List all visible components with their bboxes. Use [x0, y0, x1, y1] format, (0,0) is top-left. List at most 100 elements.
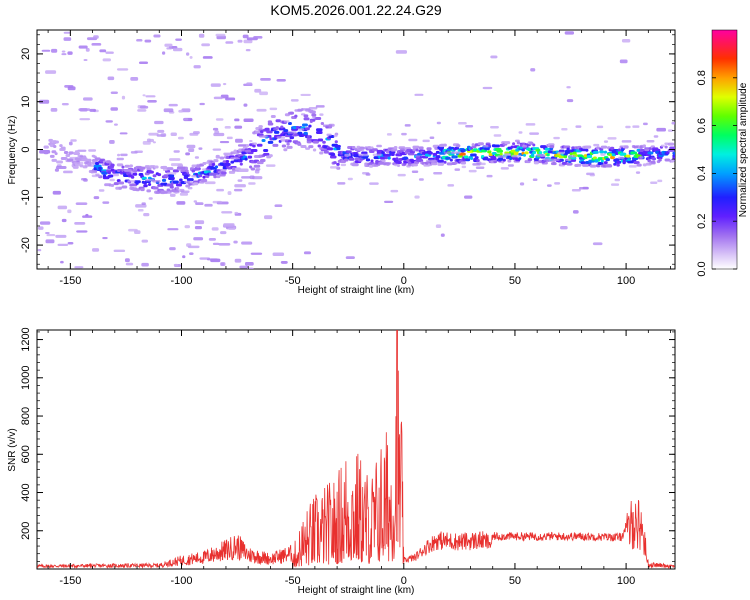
- spectrogram-cell: [135, 188, 140, 192]
- spectrogram-cell: [563, 155, 568, 159]
- spectrogram-cell: [538, 151, 543, 155]
- spectrogram-halo: [610, 183, 620, 186]
- spectrogram-noise: [211, 227, 219, 231]
- spectrogram-cell: [231, 167, 236, 171]
- spectrogram-noise: [247, 267, 254, 269]
- spectrogram-cell: [533, 161, 539, 165]
- spectrogram-halo: [422, 139, 430, 143]
- spectrogram-cell: [157, 173, 162, 177]
- spectrogram-noise: [215, 154, 220, 159]
- spectrogram-noise: [242, 34, 249, 39]
- spectrogram-cell: [336, 162, 340, 166]
- spectrogram-halo: [642, 122, 648, 126]
- spectrogram-halo: [564, 158, 572, 161]
- spectrogram-halo: [280, 139, 289, 142]
- spectrogram-noise: [212, 242, 220, 246]
- spectrogram-noise: [656, 127, 666, 132]
- spectrogram-noise: [564, 31, 575, 35]
- spectrogram-halo: [148, 197, 153, 200]
- spectrogram-halo: [369, 182, 379, 185]
- spectrogram-halo: [102, 201, 110, 204]
- spectrogram-halo: [568, 155, 576, 158]
- spectrogram-cell: [463, 155, 469, 159]
- spectrogram-noise: [193, 200, 198, 203]
- spectrogram-noise: [252, 176, 263, 180]
- spectrogram-cell: [124, 164, 130, 168]
- spectrogram-halo: [671, 121, 675, 125]
- spectrogram-noise: [93, 196, 100, 200]
- spectrogram-cell: [404, 151, 408, 155]
- spectrogram-halo: [81, 178, 87, 181]
- spectrogram-noise: [176, 201, 186, 205]
- spectrogram-halo: [554, 182, 561, 185]
- spectrogram-noise: [249, 139, 253, 143]
- spectrogram-cell: [541, 160, 545, 164]
- spectrogram-noise: [138, 61, 149, 65]
- spectrogram-noise: [259, 91, 268, 96]
- snr-panel: -150 -100 -50 0 50 100 200 400 600 800 1000 1200 He…: [7, 327, 676, 596]
- spectrogram-halo: [561, 128, 568, 131]
- spectrogram-cell: [175, 183, 183, 187]
- spectrogram-cell: [253, 164, 261, 168]
- spectrogram-cell: [459, 152, 466, 156]
- spectrogram-noise: [192, 131, 200, 134]
- spectrogram-halo: [493, 134, 502, 137]
- spectrogram-cell: [60, 146, 66, 150]
- spectrogram-cell: [624, 145, 629, 149]
- spectrogram-cell: [610, 156, 615, 160]
- spectrogram-noise: [141, 239, 149, 243]
- spectrogram-cell: [266, 130, 273, 134]
- spectrogram-cell: [244, 157, 248, 161]
- spectrogram-noise: [220, 94, 229, 99]
- spectrogram-noise: [63, 31, 71, 34]
- spectrogram-halo: [472, 163, 481, 166]
- spectrogram-noise: [243, 103, 248, 107]
- spectrogram-cell: [286, 142, 290, 146]
- spectrogram-cell: [449, 158, 453, 162]
- spectrogram-noise: [114, 123, 118, 126]
- spectrogram-noise: [177, 136, 184, 140]
- spectrogram-noise: [61, 102, 69, 106]
- spectrogram-cell: [403, 156, 408, 160]
- spectrogram-cell: [202, 175, 206, 179]
- spectrogram-noise: [63, 37, 72, 41]
- spectrogram-cell: [252, 144, 256, 148]
- spectrogram-cell: [221, 171, 227, 175]
- spectrogram-noise: [109, 140, 115, 144]
- spectrogram-noise: [201, 43, 210, 47]
- spectrogram-cell: [575, 163, 582, 167]
- spectrogram-cell: [512, 142, 516, 146]
- spectrogram-cell: [435, 157, 439, 161]
- spectrogram-halo: [169, 189, 180, 193]
- spectrogram-noise: [67, 51, 73, 55]
- spectrogram-halo: [543, 158, 552, 161]
- spectrogram-noise: [185, 52, 190, 56]
- spectrogram-noise: [110, 107, 118, 111]
- spectrogram-cell: [454, 146, 460, 150]
- spectrogram-cell: [196, 165, 201, 169]
- spectrogram-cell: [166, 188, 171, 192]
- spectrogram-noise: [148, 138, 154, 143]
- spectrogram-cell: [636, 163, 642, 167]
- spectrogram-cell: [235, 167, 241, 171]
- spectrogram-noise: [153, 34, 161, 38]
- spectrogram-noise: [234, 258, 242, 263]
- spectrogram-cell: [59, 144, 63, 148]
- spectrogram-cell: [143, 184, 148, 188]
- spectrogram-cell: [116, 163, 124, 167]
- spectrogram-halo: [639, 156, 644, 159]
- spectrogram-cell: [179, 178, 183, 182]
- spectrogram-cell: [477, 142, 484, 146]
- spectrogram-cell: [194, 167, 200, 171]
- spectrogram-cell: [224, 162, 231, 166]
- spectrogram-noise: [213, 96, 223, 100]
- spectrogram-cell: [53, 140, 59, 144]
- spectrogram-cell: [401, 151, 405, 155]
- spectrogram-cell: [585, 148, 589, 152]
- spectrogram-cell: [333, 161, 337, 165]
- spectrogram-cell: [614, 158, 620, 162]
- spectrogram-cell: [152, 174, 157, 178]
- spectrogram-noise: [182, 255, 186, 259]
- spectrogram-halo: [326, 133, 332, 137]
- spectrogram-halo: [127, 180, 136, 183]
